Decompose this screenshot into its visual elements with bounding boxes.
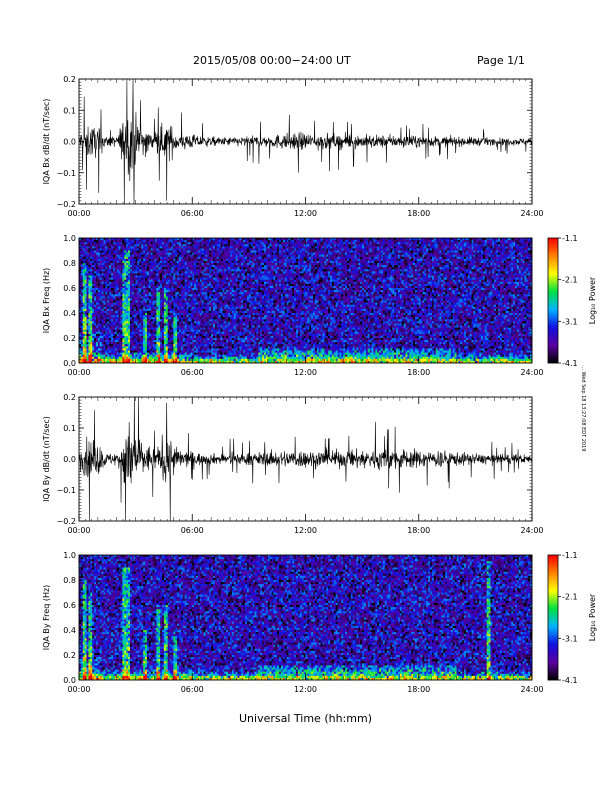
y-tick-label: 0.4 — [63, 626, 76, 635]
y-axis-label: IQA By dB/dt (nT/sec) — [42, 416, 51, 502]
y-tick-label: 0.8 — [63, 259, 76, 268]
colorbar-tick-label: -4.1 — [562, 676, 578, 685]
colorbar-tick-label: -4.1 — [562, 359, 578, 368]
x-tick-label: 06:00 — [181, 209, 204, 218]
panel-4: -1.1 -2.1 -3.1 -4.1 Log₁₀ Power 1.0 0.8 0.6 0.4 0… — [42, 551, 597, 694]
y-tick-label: 1.0 — [63, 234, 76, 243]
x-tick-label: 12:00 — [294, 368, 317, 377]
colorbar-label: Log₁₀ Power — [588, 593, 597, 641]
y-tick-label: 0.6 — [63, 284, 76, 293]
y-axis-label: IQA By Freq (Hz) — [42, 585, 51, 651]
y-tick-label: 0.8 — [63, 576, 76, 585]
y-tick-label: 0.0 — [63, 676, 76, 685]
x-tick-label: 06:00 — [181, 526, 204, 535]
y-axis-label: IQA Bx dB/dt (nT/sec) — [42, 99, 51, 185]
y-axis-label: IQA Bx Freq (Hz) — [42, 268, 51, 334]
x-tick-label: 00:00 — [67, 209, 90, 218]
x-tick-label: 12:00 — [294, 526, 317, 535]
colorbar-tick-label: -3.1 — [562, 317, 578, 326]
colorbar: -1.1 -2.1 -3.1 -4.1 Log₁₀ Power — [548, 234, 597, 368]
y-tick-label: 0.1 — [63, 106, 76, 115]
colorbar-tick-label: -1.1 — [562, 551, 578, 560]
colorbar: -1.1 -2.1 -3.1 -4.1 Log₁₀ Power — [548, 551, 597, 685]
y-tick-label: 1.0 — [63, 551, 76, 560]
panel-1: 0.2 0.1 0.0 −0.1 −0.200:00 06:00 12:00 18:00 24:… — [42, 75, 544, 218]
x-tick-label: 12:00 — [294, 209, 317, 218]
x-tick-label: 24:00 — [520, 368, 543, 377]
panel-2: -1.1 -2.1 -3.1 -4.1 Log₁₀ Power 1.0 0.8 0.6 0.4 0… — [42, 234, 597, 377]
y-tick-label: 0.6 — [63, 601, 76, 610]
y-tick-label: −0.2 — [57, 517, 76, 526]
y-tick-label: −0.1 — [57, 486, 76, 495]
y-tick-label: 0.2 — [63, 75, 76, 84]
y-tick-label: 0.0 — [63, 359, 76, 368]
x-axis-label: Universal Time (hh:mm) — [239, 712, 372, 725]
x-tick-label: 24:00 — [520, 526, 543, 535]
y-tick-label: 0.2 — [63, 651, 76, 660]
trace-line — [79, 79, 532, 204]
panel-3: 0.2 0.1 0.0 −0.1 −0.200:00 06:00 12:00 18:00 24:… — [42, 393, 544, 535]
x-tick-label: 12:00 — [294, 685, 317, 694]
y-tick-label: −0.1 — [57, 169, 76, 178]
x-tick-label: 00:00 — [67, 368, 90, 377]
spectrogram — [79, 238, 532, 363]
y-tick-label: 0.2 — [63, 393, 76, 402]
colorbar-tick-label: -2.1 — [562, 276, 578, 285]
colorbar-tick-label: -1.1 — [562, 234, 578, 243]
x-tick-label: 24:00 — [520, 209, 543, 218]
x-tick-label: 00:00 — [67, 526, 90, 535]
x-tick-label: 24:00 — [520, 685, 543, 694]
x-tick-label: 18:00 — [407, 209, 430, 218]
x-tick-label: 18:00 — [407, 368, 430, 377]
x-tick-label: 06:00 — [181, 685, 204, 694]
x-tick-label: 00:00 — [67, 685, 90, 694]
y-tick-label: 0.2 — [63, 334, 76, 343]
x-tick-label: 06:00 — [181, 368, 204, 377]
y-tick-label: 0.0 — [63, 455, 76, 464]
colorbar-tick-label: -3.1 — [562, 634, 578, 643]
y-tick-label: −0.2 — [57, 200, 76, 209]
y-tick-label: 0.4 — [63, 309, 76, 318]
y-tick-label: 0.1 — [63, 424, 76, 433]
colorbar-tick-label: -2.1 — [562, 593, 578, 602]
x-tick-label: 18:00 — [407, 526, 430, 535]
trace-line — [79, 397, 532, 521]
colorbar-label: Log₁₀ Power — [588, 276, 597, 324]
spectrogram — [79, 555, 532, 680]
y-tick-label: 0.0 — [63, 138, 76, 147]
x-tick-label: 18:00 — [407, 685, 430, 694]
